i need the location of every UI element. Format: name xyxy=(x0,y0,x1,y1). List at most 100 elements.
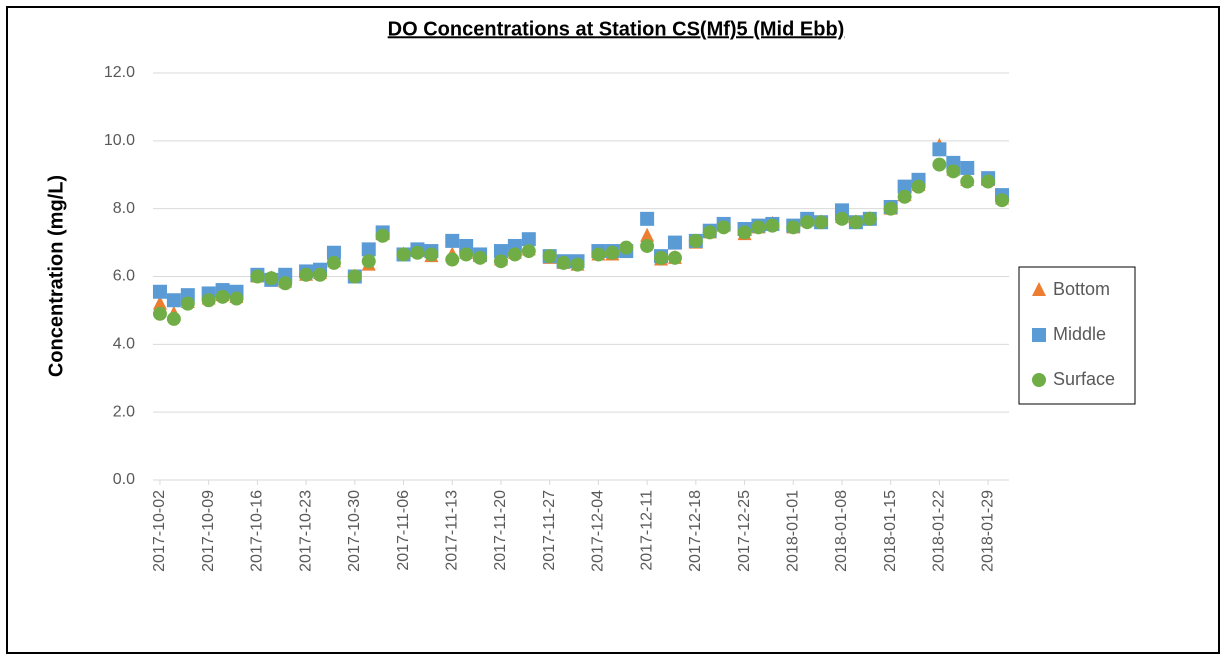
point xyxy=(883,201,898,216)
point xyxy=(667,250,682,265)
point xyxy=(688,233,703,248)
y-tick-label: 8.0 xyxy=(113,200,135,217)
x-tick-label: 2017-10-02 xyxy=(151,490,168,572)
point xyxy=(445,233,460,248)
point xyxy=(814,215,829,230)
x-tick-label: 2017-12-18 xyxy=(687,490,704,572)
point xyxy=(326,245,341,260)
point xyxy=(264,271,279,286)
x-tick-label: 2017-10-23 xyxy=(297,490,314,572)
point xyxy=(361,254,376,269)
point xyxy=(278,276,293,291)
point xyxy=(960,160,975,175)
point xyxy=(716,220,731,235)
point xyxy=(521,244,536,259)
legend-marker xyxy=(1032,373,1046,387)
y-tick-label: 10.0 xyxy=(104,132,135,149)
x-tick-label: 2018-01-01 xyxy=(784,490,801,572)
point xyxy=(897,189,912,204)
x-tick-label: 2018-01-29 xyxy=(979,490,996,572)
point xyxy=(654,250,669,265)
y-tick-label: 2.0 xyxy=(113,403,135,420)
point xyxy=(250,269,265,284)
point xyxy=(326,255,341,270)
point xyxy=(445,252,460,267)
x-tick-label: 2017-12-25 xyxy=(736,490,753,572)
y-axis-label: Concentration (mg/L) xyxy=(45,175,67,377)
x-tick-label: 2017-12-04 xyxy=(590,490,607,572)
x-tick-label: 2017-11-20 xyxy=(492,490,509,571)
point xyxy=(570,257,585,272)
point xyxy=(201,293,216,308)
legend-marker xyxy=(1032,282,1046,296)
point xyxy=(313,267,328,282)
point xyxy=(152,284,167,299)
legend-label: Bottom xyxy=(1053,279,1110,299)
point xyxy=(640,211,655,226)
point xyxy=(667,235,682,250)
point xyxy=(410,245,425,260)
point xyxy=(848,215,863,230)
point xyxy=(542,249,557,264)
point xyxy=(995,193,1010,208)
x-tick-label: 2017-12-11 xyxy=(638,490,655,571)
point xyxy=(152,295,167,310)
point xyxy=(765,218,780,233)
point xyxy=(800,215,815,230)
point xyxy=(591,247,606,262)
point xyxy=(507,247,522,262)
point xyxy=(737,225,752,240)
point xyxy=(619,240,634,255)
point xyxy=(493,244,508,259)
point xyxy=(375,228,390,243)
y-tick-label: 6.0 xyxy=(113,268,135,285)
legend-label: Surface xyxy=(1053,369,1115,389)
point xyxy=(299,267,314,282)
point xyxy=(981,174,996,189)
x-tick-label: 2017-11-13 xyxy=(443,490,460,571)
point xyxy=(786,220,801,235)
point xyxy=(215,289,230,304)
point xyxy=(640,227,655,242)
x-tick-label: 2018-01-08 xyxy=(833,490,850,572)
point xyxy=(897,179,912,194)
y-tick-label: 4.0 xyxy=(113,336,135,353)
point xyxy=(946,164,961,179)
legend-marker xyxy=(1032,328,1046,342)
point xyxy=(751,220,766,235)
point xyxy=(834,211,849,226)
point xyxy=(459,247,474,262)
point xyxy=(493,254,508,269)
point xyxy=(960,174,975,189)
point xyxy=(911,179,926,194)
point xyxy=(166,293,181,308)
point xyxy=(932,157,947,172)
point xyxy=(521,232,536,247)
chart-border xyxy=(6,6,1220,654)
point xyxy=(166,311,181,326)
point xyxy=(605,245,620,260)
point xyxy=(180,296,195,311)
point xyxy=(932,142,947,157)
point xyxy=(396,247,411,262)
legend-label: Middle xyxy=(1053,324,1106,344)
x-tick-label: 2017-10-09 xyxy=(200,490,217,572)
point xyxy=(361,242,376,257)
chart-title: DO Concentrations at Station CS(Mf)5 (Mi… xyxy=(388,18,845,40)
point xyxy=(347,269,362,284)
point xyxy=(473,250,488,265)
x-tick-label: 2017-11-27 xyxy=(541,490,558,571)
x-tick-label: 2018-01-22 xyxy=(931,490,948,572)
x-tick-label: 2017-10-16 xyxy=(249,490,266,572)
point xyxy=(640,238,655,253)
x-tick-label: 2018-01-15 xyxy=(882,490,899,572)
x-tick-label: 2017-10-30 xyxy=(346,490,363,572)
point xyxy=(862,211,877,226)
point xyxy=(152,306,167,321)
point xyxy=(702,225,717,240)
point xyxy=(424,247,439,262)
point xyxy=(229,291,244,306)
y-tick-label: 12.0 xyxy=(104,64,135,81)
y-tick-label: 0.0 xyxy=(113,471,135,488)
